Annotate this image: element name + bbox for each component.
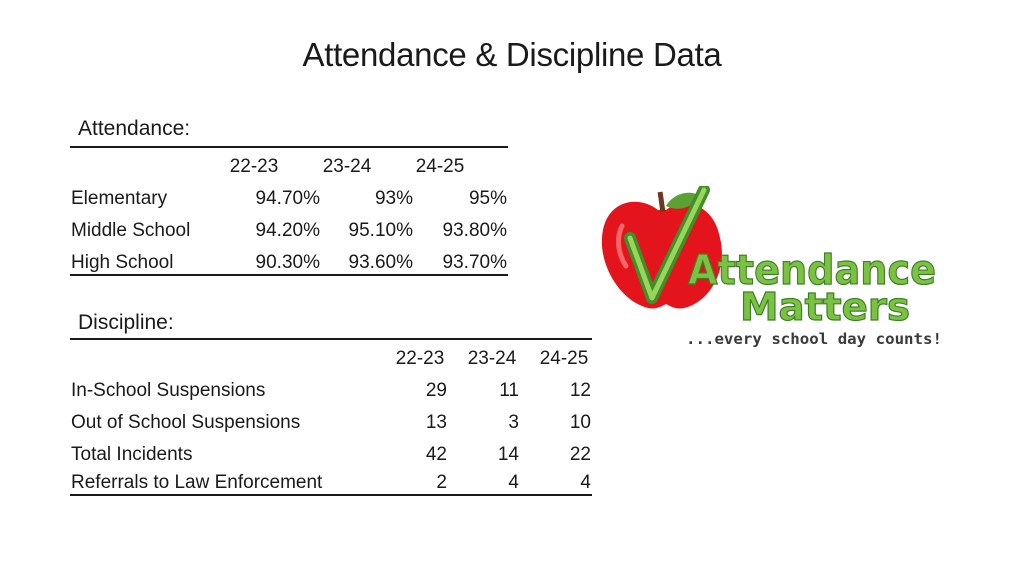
discipline-year-header: 22-23 xyxy=(395,348,445,369)
attendance-top-rule xyxy=(70,146,508,148)
logo-line-2: Matters xyxy=(740,285,910,329)
attendance-row-label: Elementary xyxy=(71,188,168,209)
attendance-cell: 95.10% xyxy=(348,220,413,241)
discipline-cell: 11 xyxy=(499,380,519,401)
discipline-cell: 4 xyxy=(508,472,519,493)
discipline-row-label: Referrals to Law Enforcement xyxy=(71,472,323,493)
discipline-cell: 12 xyxy=(569,380,591,401)
discipline-row-label: Total Incidents xyxy=(71,444,193,465)
discipline-cell: 4 xyxy=(580,472,591,493)
discipline-cell: 22 xyxy=(569,444,591,465)
attendance-cell: 95% xyxy=(468,188,507,209)
discipline-top-rule xyxy=(70,338,592,340)
attendance-bottom-rule xyxy=(70,274,508,276)
attendance-cell: 93.70% xyxy=(442,252,507,273)
discipline-cell: 14 xyxy=(497,444,519,465)
discipline-cell: 13 xyxy=(425,412,447,433)
attendance-cell: 90.30% xyxy=(255,252,320,273)
discipline-bottom-rule xyxy=(70,494,592,496)
discipline-cell: 29 xyxy=(425,380,447,401)
attendance-cell: 94.20% xyxy=(255,220,320,241)
discipline-cell: 3 xyxy=(508,412,519,433)
attendance-matters-logo: Attendance Matters ...every school day c… xyxy=(601,186,942,348)
attendance-year-header: 23-24 xyxy=(322,156,372,177)
discipline-cell: 42 xyxy=(425,444,447,465)
logo-tagline: ...every school day counts! xyxy=(686,330,942,348)
attendance-cell: 93.80% xyxy=(442,220,507,241)
discipline-year-header: 23-24 xyxy=(467,348,517,369)
discipline-year-header: 24-25 xyxy=(539,348,589,369)
attendance-year-header: 22-23 xyxy=(229,156,279,177)
logo-line-1: Attendance xyxy=(688,246,936,294)
discipline-label: Discipline: xyxy=(78,311,174,334)
discipline-cell: 2 xyxy=(436,472,447,493)
attendance-cell: 93% xyxy=(374,188,413,209)
discipline-row-label: In-School Suspensions xyxy=(71,380,266,401)
attendance-cell: 93.60% xyxy=(348,252,413,273)
page-title: Attendance & Discipline Data xyxy=(302,36,722,73)
leaf-icon xyxy=(666,192,700,209)
attendance-row-label: High School xyxy=(71,252,174,273)
discipline-cell: 10 xyxy=(569,412,591,433)
discipline-row-label: Out of School Suspensions xyxy=(71,412,301,433)
attendance-label: Attendance: xyxy=(78,117,191,140)
attendance-cell: 94.70% xyxy=(255,188,320,209)
attendance-row-label: Middle School xyxy=(71,220,191,241)
attendance-year-header: 24-25 xyxy=(415,156,465,177)
